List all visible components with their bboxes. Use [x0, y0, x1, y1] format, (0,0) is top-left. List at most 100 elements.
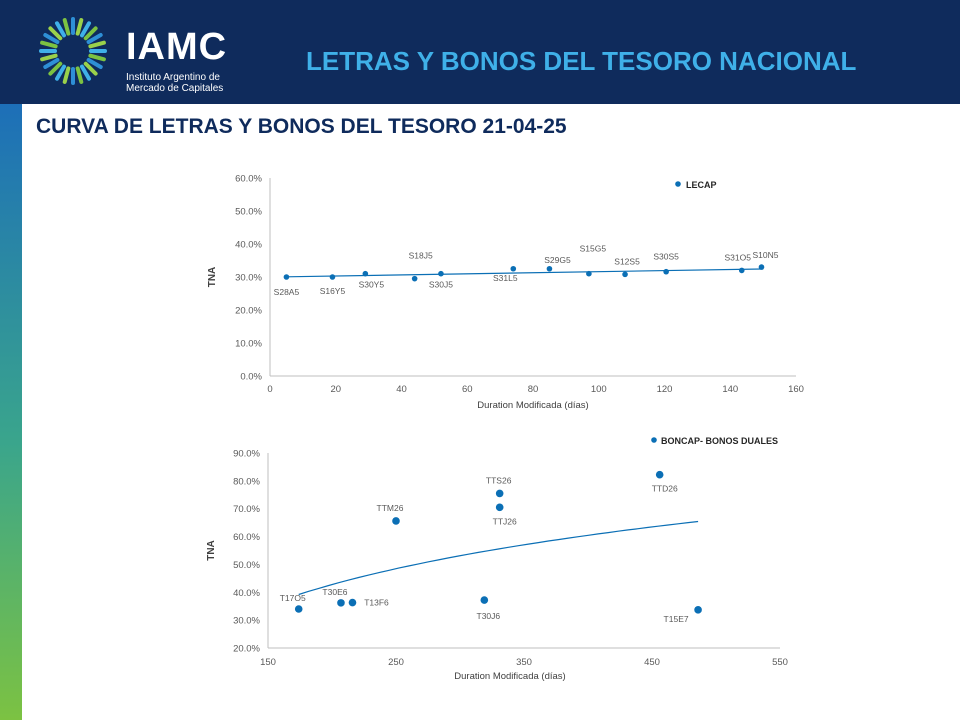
logo-ray [83, 61, 98, 76]
y-tick-label: 90.0% [233, 449, 260, 460]
y-tick-label: 30.0% [235, 273, 262, 284]
point-label: T30E6 [322, 587, 347, 597]
data-point [655, 470, 664, 479]
data-point [495, 503, 504, 512]
y-tick-label: 10.0% [235, 339, 262, 350]
y-tick-label: 30.0% [233, 616, 260, 627]
x-tick-label: 0 [267, 384, 272, 395]
point-label: S31L5 [493, 273, 518, 283]
logo-ray [55, 21, 66, 38]
logo-ray [62, 66, 71, 84]
data-point [738, 267, 745, 274]
logo-subtitle-line1: Instituto Argentino de [126, 72, 220, 83]
logo-subtitle-line2: Mercado de Capitales [126, 83, 224, 94]
logo-ray [80, 64, 91, 81]
x-axis-label: Duration Modificada (días) [454, 671, 565, 682]
y-tick-label: 40.0% [233, 588, 260, 599]
y-tick-label: 40.0% [235, 240, 262, 251]
logo-ray [75, 66, 84, 84]
point-label: S28A5 [274, 287, 300, 297]
point-label: T30J6 [477, 611, 501, 621]
point-label: TTM26 [377, 503, 404, 513]
point-label: S31O5 [725, 252, 752, 262]
point-label: S18J5 [409, 251, 433, 261]
x-tick-label: 60 [462, 384, 473, 395]
y-tick-label: 0.0% [240, 372, 262, 383]
point-label: TTJ26 [493, 516, 517, 526]
y-tick-label: 70.0% [233, 504, 260, 515]
y-tick-label: 60.0% [235, 174, 262, 185]
side-gradient-bar [0, 104, 22, 720]
x-tick-label: 160 [788, 384, 804, 395]
data-point [337, 599, 345, 607]
data-point [694, 606, 702, 614]
logo-ray [75, 18, 84, 36]
trendline [286, 268, 762, 278]
point-label: S12S5 [614, 256, 640, 266]
data-point [663, 268, 669, 275]
data-point [495, 489, 504, 498]
logo-ray [43, 33, 60, 44]
data-point [622, 271, 628, 278]
logo-ray [80, 21, 91, 38]
y-tick-label: 60.0% [233, 532, 260, 543]
x-tick-label: 150 [260, 657, 276, 668]
trendline [298, 520, 699, 596]
logo-text: IAMC [126, 26, 228, 68]
y-axis-label: TNA [207, 267, 218, 288]
logo-ray [88, 40, 106, 49]
lecap-chart: 0.0% 10.0% 20.0% 30.0% 40.0% 50.0% 60.0% 0 20 40 6… [207, 174, 804, 412]
point-label: S30S5 [653, 252, 679, 262]
data-point [438, 270, 444, 277]
y-tick-label: 80.0% [233, 476, 260, 487]
x-tick-label: 120 [657, 384, 673, 395]
point-label: TTS26 [486, 475, 512, 485]
boncap-chart: 20.0% 30.0% 40.0% 50.0% 60.0% 70.0% 80.0% 90.0%… [206, 436, 788, 682]
data-point [411, 275, 418, 282]
point-label: S10N5 [752, 250, 778, 260]
logo-ray [88, 53, 106, 62]
logo-ray [86, 58, 103, 69]
point-label: S30Y5 [359, 280, 385, 290]
data-point [480, 596, 489, 604]
logo-ray [48, 61, 63, 76]
x-axis-label: Duration Modificada (días) [477, 400, 588, 411]
y-tick-label: 50.0% [233, 560, 260, 571]
x-tick-label: 20 [330, 384, 341, 395]
data-point [362, 270, 369, 277]
legend-label: LECAP [686, 180, 717, 190]
logo-ray [43, 58, 60, 69]
logo-ray [83, 26, 98, 41]
point-label: S29G5 [544, 255, 571, 265]
logo-ray [86, 33, 103, 44]
x-tick-label: 450 [644, 657, 660, 668]
logo-ray [40, 53, 58, 62]
data-point [283, 274, 290, 280]
logo-ray [48, 26, 63, 41]
logo-ray [55, 64, 66, 81]
data-point [510, 265, 517, 272]
slide-title: CURVA DE LETRAS Y BONOS DEL TESORO 21-04… [36, 115, 567, 138]
data-point [329, 274, 336, 280]
header-title: LETRAS Y BONOS DEL TESORO NACIONAL [306, 46, 857, 76]
x-tick-label: 80 [528, 384, 539, 395]
logo-ray [62, 18, 71, 36]
data-point [758, 264, 765, 270]
point-label: S15G5 [580, 244, 607, 254]
x-tick-label: 40 [396, 384, 407, 395]
point-label: T17O5 [280, 593, 306, 603]
point-label: S30J5 [429, 280, 453, 290]
y-tick-label: 50.0% [235, 207, 262, 218]
header-bar [0, 0, 960, 104]
y-tick-label: 20.0% [233, 644, 260, 655]
legend-marker [651, 437, 657, 443]
data-point [348, 598, 357, 607]
iamc-logo-icon [39, 17, 107, 85]
legend-label: BONCAP- BONOS DUALES [661, 436, 778, 446]
legend-marker [675, 181, 681, 187]
point-label: S16Y5 [320, 286, 346, 296]
x-tick-label: 100 [591, 384, 607, 395]
x-tick-label: 140 [722, 384, 738, 395]
y-axis-label: TNA [206, 540, 217, 561]
x-tick-label: 550 [772, 657, 788, 668]
